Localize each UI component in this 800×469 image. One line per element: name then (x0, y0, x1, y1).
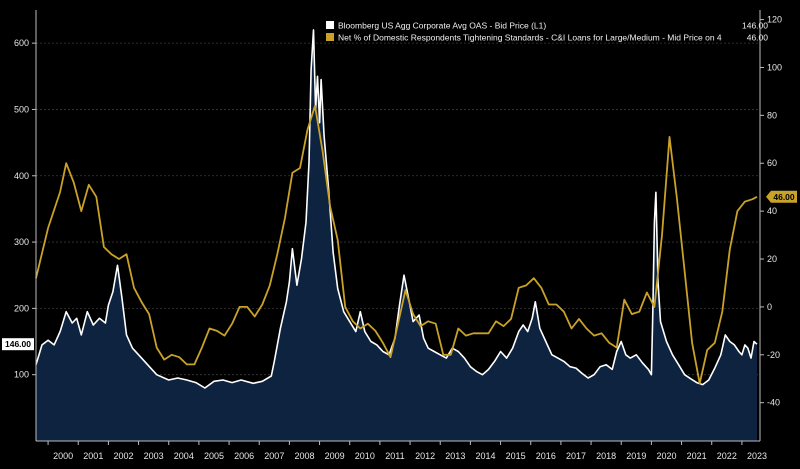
right-tick-label: 120 (767, 15, 782, 25)
left-tick-label: 100 (14, 370, 29, 380)
legend: Bloomberg US Agg Corporate Avg OAS - Bid… (326, 21, 768, 43)
left-tick-label: 500 (14, 104, 29, 114)
x-tick-label: 2022 (717, 451, 737, 461)
right-tick-label: 20 (767, 254, 777, 264)
x-tick-label: 2000 (53, 451, 73, 461)
left-tick-label: 300 (14, 237, 29, 247)
x-tick-label: 2006 (234, 451, 254, 461)
x-tick-label: 2002 (113, 451, 133, 461)
tightening-line (35, 104, 758, 385)
legend-label-oas: Bloomberg US Agg Corporate Avg OAS - Bid… (338, 21, 546, 31)
legend-value-tightening: 46.00 (747, 33, 769, 43)
x-tick-label: 2003 (144, 451, 164, 461)
x-tick-label: 2016 (536, 451, 556, 461)
tightening-last-value-tag: 46.00 (773, 192, 795, 202)
x-tick-label: 2013 (445, 451, 465, 461)
right-tick-label: -40 (767, 398, 780, 408)
right-tick-label: 0 (767, 302, 772, 312)
right-y-axis: -40 -20 0 20 40 60 80 100 120 (760, 15, 782, 408)
x-tick-label: 2010 (355, 451, 375, 461)
tightening-last-value-tag-bg (766, 190, 797, 203)
legend-label-tightening: Net % of Domestic Respondents Tightening… (338, 33, 722, 43)
x-tick-label: 2008 (294, 451, 314, 461)
right-tick-label: 60 (767, 158, 777, 168)
x-tick-label: 2023 (747, 451, 767, 461)
x-tick-label: 2017 (566, 451, 586, 461)
oas-area-fill (36, 29, 757, 442)
right-tick-label: 80 (767, 110, 777, 120)
oas-last-value-tag: 146.00 (5, 339, 31, 349)
left-tick-label: 200 (14, 303, 29, 313)
value-tags: 146.00 46.00 (2, 190, 797, 351)
x-tick-label: 2021 (687, 451, 707, 461)
x-tick-label: 2011 (385, 451, 404, 461)
x-tick-label: 2001 (83, 451, 103, 461)
left-y-axis: 100 200 300 400 500 600 (14, 38, 36, 380)
oas-last-value-tag-bg (2, 338, 34, 351)
series-lines-layer (35, 29, 758, 389)
legend-swatch-oas (326, 21, 334, 29)
right-tick-label: -20 (767, 350, 780, 360)
x-tick-label: 2012 (415, 451, 435, 461)
legend-swatch-tightening (326, 33, 334, 41)
oas-line (35, 29, 758, 389)
x-tick-label: 2015 (506, 451, 526, 461)
x-tick-label: 2019 (626, 451, 646, 461)
x-tick-label: 2020 (656, 451, 676, 461)
x-tick-label: 2004 (174, 451, 194, 461)
x-axis: 2000 2001 2002 2003 2004 2005 2006 2007 2008 2009… (47, 441, 767, 461)
x-tick-label: 2007 (264, 451, 284, 461)
x-tick-label: 2018 (596, 451, 616, 461)
legend-value-oas: 146.00 (742, 21, 768, 31)
oas-area-layer (36, 29, 757, 442)
axes (35, 10, 761, 442)
x-tick-label: 2009 (325, 451, 345, 461)
right-tick-label: 100 (767, 62, 782, 72)
left-tick-label: 600 (14, 38, 29, 48)
x-tick-label: 2005 (204, 451, 224, 461)
x-tick-label: 2014 (475, 451, 495, 461)
left-tick-label: 400 (14, 171, 29, 181)
right-tick-label: 40 (767, 206, 777, 216)
